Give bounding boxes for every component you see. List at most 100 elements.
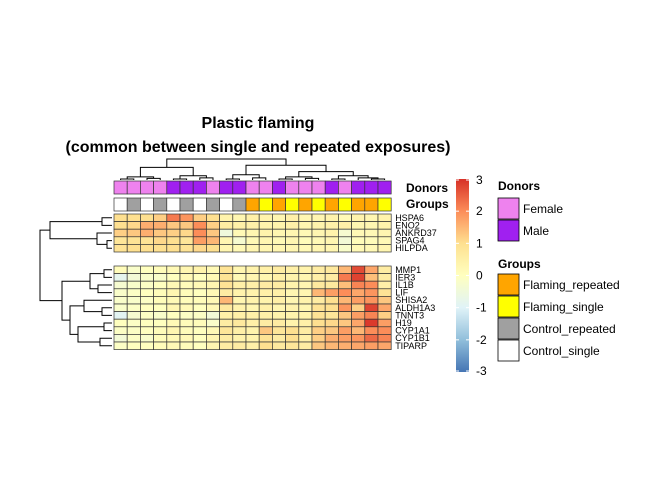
heatmap-cell (219, 236, 234, 245)
heatmap-cell (311, 228, 326, 238)
dendrogram-branch (120, 178, 135, 180)
dendrogram-branch (245, 164, 327, 175)
heatmap-cell (126, 311, 141, 320)
heatmap-cell (311, 213, 326, 222)
column-dendrogram (120, 158, 386, 180)
heatmap-cell (311, 221, 326, 230)
heatmap-cell (192, 236, 207, 245)
heatmap-cell (153, 288, 168, 297)
dendrogram-branch (49, 221, 102, 240)
heatmap-cell (140, 273, 154, 282)
heatmap-cell (219, 213, 234, 222)
heatmap-cell (377, 311, 392, 320)
heatmap-cell (192, 244, 207, 253)
heatmap-cell (324, 318, 339, 328)
heatmap-cell (166, 288, 181, 297)
heatmap-cell (140, 341, 154, 350)
row-label: H19 (395, 318, 412, 328)
heatmap-cell (285, 303, 300, 312)
dendrogram-branch (96, 232, 112, 245)
annotation-cell-donors (232, 180, 247, 195)
heatmap-cell (272, 236, 286, 245)
annotation-cell-groups (285, 197, 300, 212)
heatmap-cell (338, 265, 352, 274)
annotation-cell-donors (219, 180, 234, 195)
annotation-cell-groups (126, 197, 141, 212)
heatmap-cell (377, 273, 392, 282)
heatmap-cell (206, 280, 220, 290)
heatmap-cell (311, 280, 326, 290)
heatmap-cell (179, 213, 194, 222)
heatmap-cell (153, 221, 168, 230)
heatmap-cell (140, 236, 154, 245)
heatmap-cell (206, 273, 220, 282)
heatmap-cell (153, 273, 168, 282)
heatmap-cell (272, 311, 286, 320)
dendrogram-branch (39, 229, 62, 302)
row-label: IL1B (395, 280, 414, 290)
heatmap-cell (232, 273, 247, 282)
heatmap-cell (113, 244, 128, 253)
heatmap-cell (219, 296, 234, 305)
heatmap-cell (338, 303, 352, 312)
annotation-cell-groups (377, 197, 392, 212)
heatmap-cell (153, 236, 168, 245)
heatmap-cell (351, 303, 366, 312)
heatmap-cell (126, 213, 141, 222)
heatmap-cell (258, 228, 273, 238)
heatmap-cell (351, 280, 366, 290)
annotation-cell-donors (126, 180, 141, 195)
heatmap-cell (126, 273, 141, 282)
heatmap-cell (192, 341, 207, 350)
heatmap-cell (179, 326, 194, 335)
heatmap-cell (324, 341, 339, 350)
dendrogram-branch (225, 178, 240, 180)
heatmap-cell (179, 265, 194, 274)
heatmap-cell (113, 326, 128, 335)
heatmap-cell (126, 326, 141, 335)
heatmap-cell (245, 280, 260, 290)
dendrogram-branch (101, 217, 112, 226)
annotation-cell-groups (311, 197, 326, 212)
heatmap-cell (351, 244, 366, 253)
dendrogram-branch (103, 322, 112, 332)
heatmap-cell (153, 311, 168, 320)
heatmap-cell (126, 318, 141, 328)
heatmap-cell (311, 326, 326, 335)
heatmap-cell (338, 318, 352, 328)
annotation-cell-groups (351, 197, 366, 212)
heatmap-cell (219, 318, 234, 328)
colorbar (456, 179, 469, 372)
heatmap-cell (272, 288, 286, 297)
heatmap-cell (324, 273, 339, 282)
heatmap-cell (258, 326, 273, 335)
heatmap-cell (377, 288, 392, 297)
heatmap-cell (140, 296, 154, 305)
heatmap-cell (166, 311, 181, 320)
heatmap-cell (219, 341, 234, 350)
heatmap-cell (311, 296, 326, 305)
heatmap-cell (324, 213, 339, 222)
heatmap-cell (285, 296, 300, 305)
heatmap-cell (206, 296, 220, 305)
heatmap-cell (219, 303, 234, 312)
heatmap-cell (377, 334, 392, 343)
heatmap-cell (245, 213, 260, 222)
dendrogram-branch (106, 240, 112, 249)
heatmap-cell (192, 318, 207, 328)
heatmap-cell (206, 326, 220, 335)
heatmap-cell (140, 265, 154, 274)
heatmap-cell (206, 221, 220, 230)
heatmap-cell (324, 236, 339, 245)
heatmap-cell (232, 236, 247, 245)
annotation-cell-donors (192, 180, 207, 195)
colorbar-tick-label: 1 (476, 236, 483, 250)
row-label: ALDH1A3 (395, 303, 435, 313)
heatmap-cell (113, 334, 128, 343)
heatmap-cell (140, 326, 154, 335)
annotation-cell-groups (364, 197, 379, 212)
heatmap-cell (126, 296, 141, 305)
heatmap-cell (258, 273, 273, 282)
heatmap-cell (311, 288, 326, 297)
